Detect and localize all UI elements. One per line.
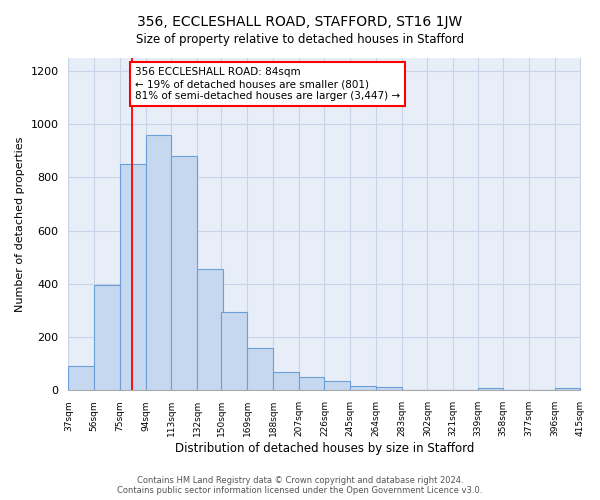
Text: 356, ECCLESHALL ROAD, STAFFORD, ST16 1JW: 356, ECCLESHALL ROAD, STAFFORD, ST16 1JW	[137, 15, 463, 29]
Bar	[555, 388, 580, 390]
Bar	[376, 387, 401, 390]
Bar	[247, 348, 273, 391]
Bar	[68, 366, 94, 390]
Text: 356 ECCLESHALL ROAD: 84sqm
← 19% of detached houses are smaller (801)
81% of sem: 356 ECCLESHALL ROAD: 84sqm ← 19% of deta…	[135, 68, 400, 100]
Bar	[350, 386, 376, 390]
Bar	[197, 269, 223, 390]
Bar	[172, 156, 197, 390]
Text: Size of property relative to detached houses in Stafford: Size of property relative to detached ho…	[136, 32, 464, 46]
X-axis label: Distribution of detached houses by size in Stafford: Distribution of detached houses by size …	[175, 442, 474, 455]
Y-axis label: Number of detached properties: Number of detached properties	[15, 136, 25, 312]
Bar	[325, 381, 350, 390]
Bar	[221, 312, 247, 390]
Text: Contains HM Land Registry data © Crown copyright and database right 2024.
Contai: Contains HM Land Registry data © Crown c…	[118, 476, 482, 495]
Bar	[146, 134, 172, 390]
Bar	[94, 285, 120, 391]
Bar	[478, 388, 503, 390]
Bar	[273, 372, 299, 390]
Bar	[299, 376, 325, 390]
Bar	[120, 164, 146, 390]
